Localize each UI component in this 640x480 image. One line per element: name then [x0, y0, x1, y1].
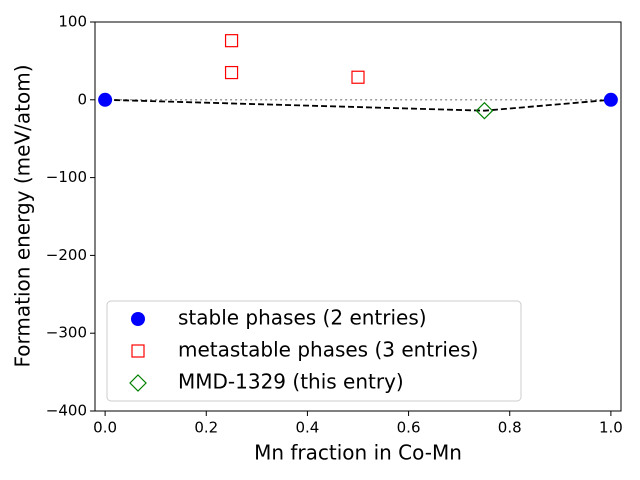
- x-tick-label: 0.0: [93, 419, 117, 437]
- x-tick-label: 0.8: [498, 419, 522, 437]
- y-tick-label: 100: [58, 13, 87, 31]
- marker-diamond: [475, 101, 494, 120]
- marker-circle: [98, 92, 113, 107]
- x-tick-label: 0.6: [397, 419, 421, 437]
- legend-label: metastable phases (3 entries): [178, 338, 478, 362]
- x-tick-label: 0.4: [295, 419, 319, 437]
- plot-frame: [94, 21, 622, 412]
- marker-circle: [603, 92, 618, 107]
- legend: stable phases (2 entries) metastable phas…: [106, 300, 522, 402]
- y-tick-label: −200: [46, 246, 87, 264]
- marker-square: [224, 34, 239, 48]
- y-tick-label: −100: [46, 168, 87, 186]
- marker-diamond: [129, 374, 147, 392]
- y-tick-label: −300: [46, 324, 87, 342]
- marker-circle: [131, 312, 145, 326]
- marker-square: [224, 65, 239, 80]
- legend-label: MMD-1329 (this entry): [178, 370, 404, 394]
- x-tick-label: 1.0: [599, 419, 623, 437]
- y-tick-label: −400: [46, 402, 87, 420]
- x-axis-label: Mn fraction in Co-Mn: [254, 441, 462, 465]
- legend-label: stable phases (2 entries): [178, 306, 427, 330]
- y-tick-label: 0: [77, 90, 87, 108]
- marker-square: [131, 344, 145, 358]
- x-tick-label: 0.2: [194, 419, 218, 437]
- legend-box: [106, 300, 522, 402]
- y-axis-label: Formation energy (meV/atom): [11, 65, 35, 368]
- marker-square: [351, 70, 365, 84]
- hull-line: [105, 98, 611, 112]
